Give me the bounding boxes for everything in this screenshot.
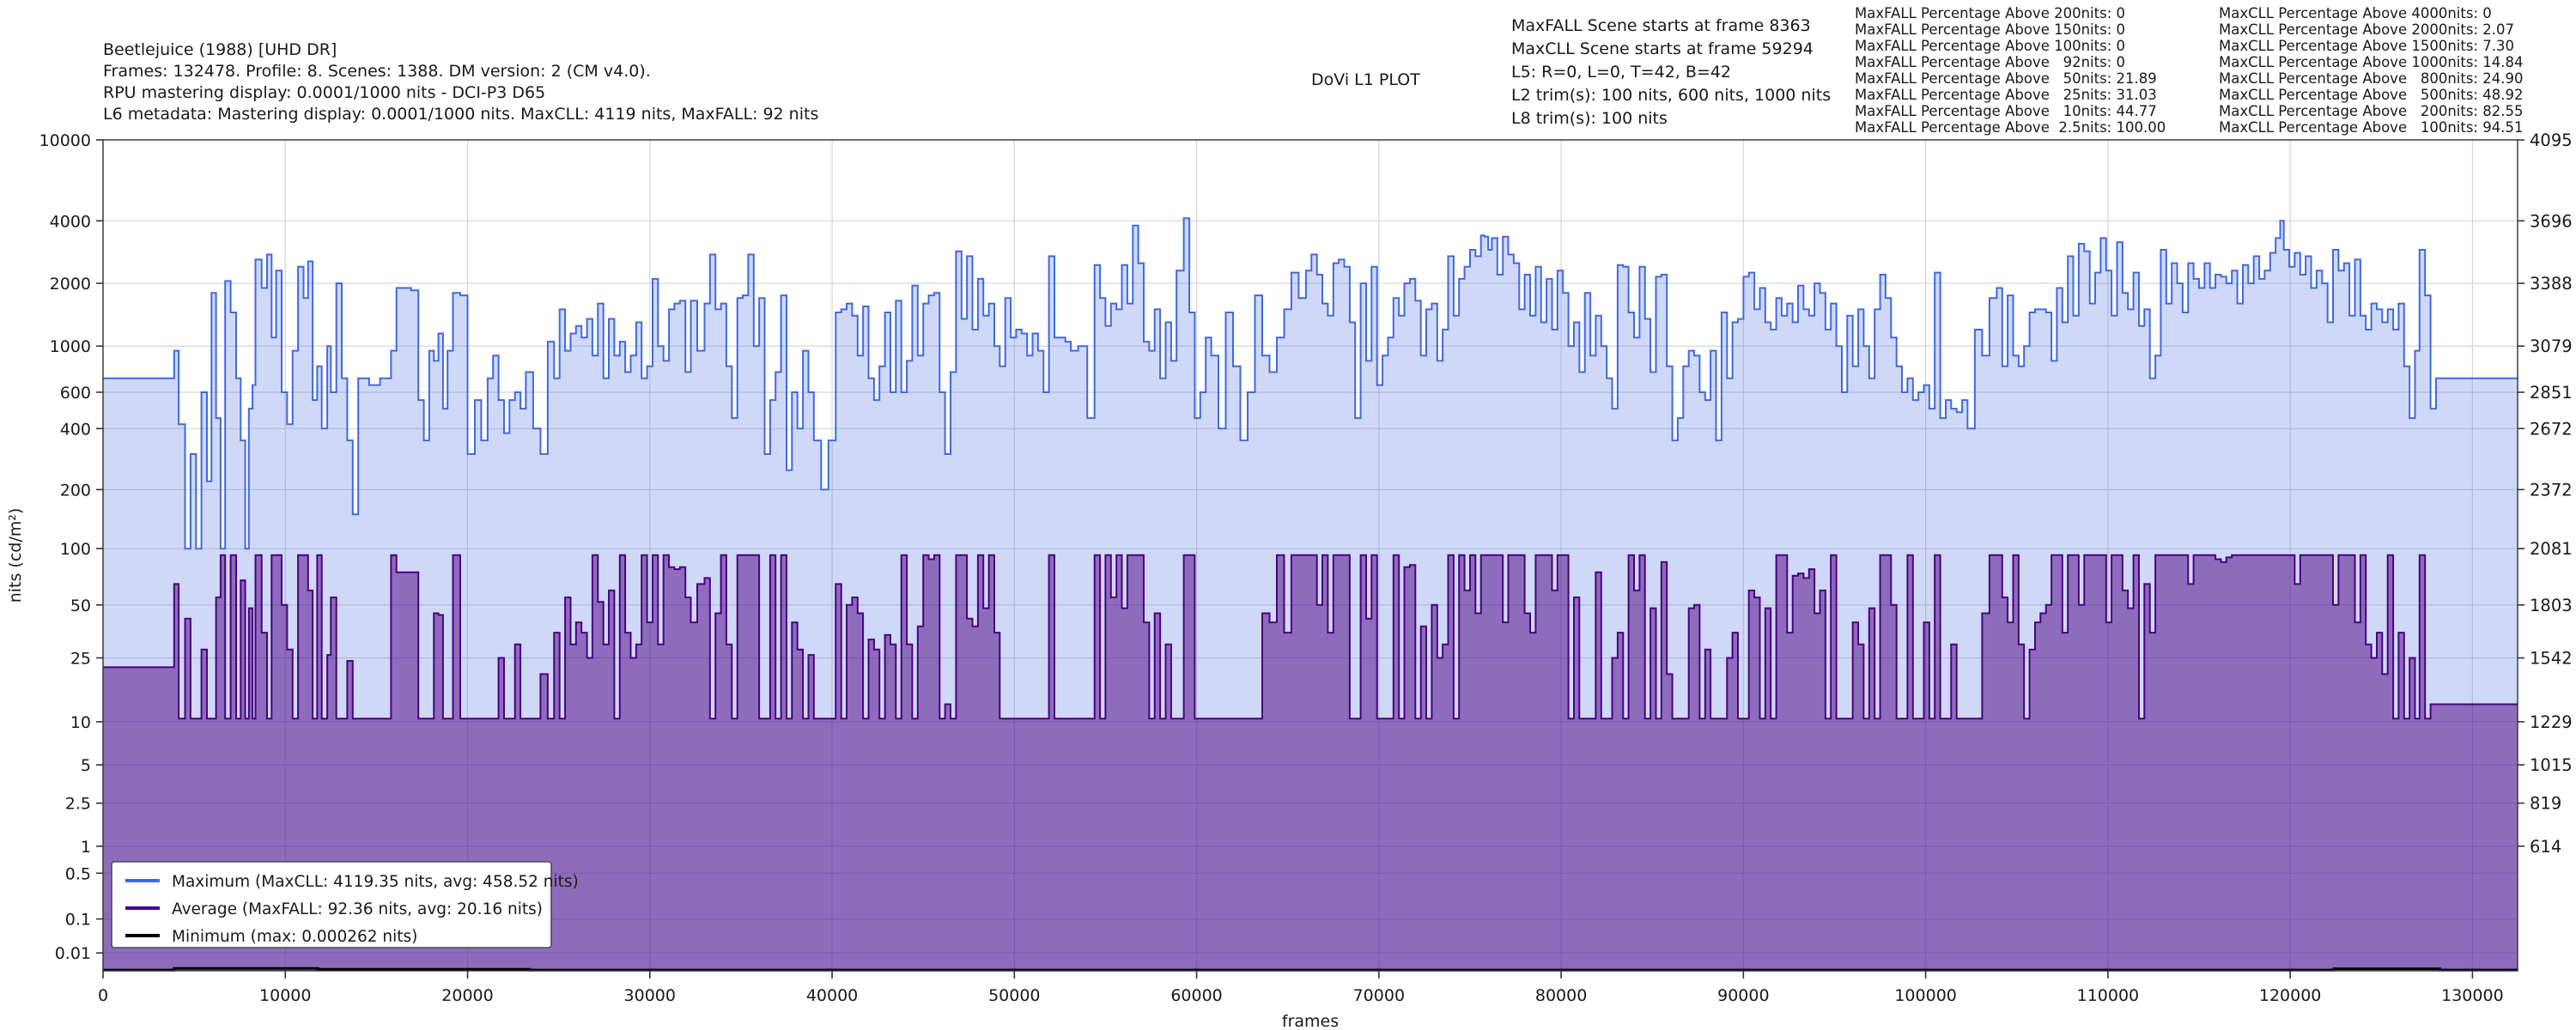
maxcll-stat-line: MaxCLL Percentage Above 200nits: 82.55 [2219, 103, 2523, 119]
y-left-tick-label: 600 [60, 384, 91, 403]
y-right-tick-label: 1542 [2530, 649, 2573, 669]
y-right-tick-label: 1229 [2530, 712, 2573, 732]
y-right-tick-label: 2672 [2530, 419, 2573, 439]
x-tick-label: 30000 [624, 986, 676, 1005]
x-tick-label: 110000 [2077, 986, 2140, 1005]
average-line [103, 554, 2518, 720]
maxfall-stats-block: MaxFALL Percentage Above 200nits: 0MaxFA… [1855, 5, 2166, 136]
x-tick-label: 100000 [1894, 986, 1957, 1005]
legend-label: Average (MaxFALL: 92.36 nits, avg: 20.16… [172, 900, 543, 918]
y-right-tick-label: 614 [2530, 837, 2561, 857]
x-tick-label: 40000 [806, 986, 858, 1005]
maxcll-stat-line: MaxCLL Percentage Above 1000nits: 14.84 [2219, 54, 2523, 70]
minimum-line [103, 966, 2518, 972]
y-right-tick-label: 3696 [2530, 211, 2573, 231]
y-left-tick-label: 25 [70, 650, 91, 669]
scene-info-line: MaxFALL Scene starts at frame 8363 [1511, 16, 1811, 35]
y-left-tick-label: 0.01 [55, 944, 91, 963]
y-right-tick-label: 3079 [2530, 336, 2573, 356]
x-tick-label: 60000 [1170, 986, 1222, 1005]
movie-title: Beetlejuice (1988) [UHD DR] [103, 40, 337, 59]
maxfall-stat-line: MaxFALL Percentage Above 25nits: 31.03 [1855, 87, 2157, 103]
y-right-tick-label: 1015 [2530, 755, 2573, 775]
x-tick-label: 10000 [259, 986, 311, 1005]
x-tick-label: 0 [98, 986, 108, 1005]
scene-info-line: L8 trim(s): 100 nits [1511, 109, 1668, 128]
plot-title: DoVi L1 PLOT [1311, 70, 1420, 89]
y-right-tick-label: 1803 [2530, 596, 2573, 615]
tick-marks [96, 139, 2524, 978]
legend-label: Minimum (max: 0.000262 nits) [172, 928, 417, 946]
y-left-tick-label: 0.5 [65, 864, 91, 883]
scene-info-block: MaxFALL Scene starts at frame 8363 MaxCLL… [1511, 16, 1831, 128]
x-axis-label: frames [1282, 1012, 1339, 1030]
maxcll-stat-line: MaxCLL Percentage Above 1500nits: 7.30 [2219, 38, 2514, 54]
x-tick-label: 50000 [988, 986, 1040, 1005]
x-tick-label: 70000 [1353, 986, 1405, 1005]
series-layer [103, 217, 2518, 972]
plot-border [102, 139, 2518, 972]
maxcll-stat-line: MaxCLL Percentage Above 2000nits: 2.07 [2219, 21, 2514, 38]
header-block: Beetlejuice (1988) [UHD DR] Frames: 1324… [103, 40, 1420, 124]
header-l6-line: L6 metadata: Mastering display: 0.0001/1… [103, 105, 818, 124]
y-right-tick-label: 3388 [2530, 274, 2573, 294]
y-left-tick-label: 10 [70, 713, 91, 732]
maxfall-stat-line: MaxFALL Percentage Above 2.5nits: 100.00 [1855, 119, 2166, 136]
y-left-tick-label: 400 [60, 420, 91, 439]
maximum-line [103, 217, 2518, 550]
y-left-tick-label: 50 [70, 597, 91, 615]
y-left-tick-label: 2000 [50, 275, 91, 294]
y-left-tick-label: 100 [60, 540, 91, 559]
x-tick-label: 130000 [2441, 986, 2504, 1005]
scene-info-line: MaxCLL Scene starts at frame 59294 [1511, 39, 1814, 58]
y-left-tick-label: 1 [81, 838, 91, 857]
y-left-tick-label: 2.5 [65, 795, 91, 814]
maxfall-stat-line: MaxFALL Percentage Above 10nits: 44.77 [1855, 103, 2157, 119]
scene-info-line: L5: R=0, L=0, T=42, B=42 [1511, 63, 1731, 82]
maxfall-stat-line: MaxFALL Percentage Above 100nits: 0 [1855, 38, 2125, 54]
y-right-tick-label: 819 [2530, 794, 2561, 814]
maxfall-stat-line: MaxFALL Percentage Above 50nits: 21.89 [1855, 70, 2157, 87]
maxfall-stat-line: MaxFALL Percentage Above 150nits: 0 [1855, 21, 2125, 38]
legend: Maximum (MaxCLL: 4119.35 nits, avg: 458.… [111, 861, 579, 948]
legend-box [111, 861, 552, 948]
x-tick-label: 80000 [1535, 986, 1587, 1005]
x-tick-label: 20000 [441, 986, 493, 1005]
y-left-tick-label: 0.1 [65, 911, 91, 930]
y-right-tick-label: 2851 [2530, 383, 2573, 403]
y-right-tick-label: 2081 [2530, 539, 2573, 559]
y-left-tick-label: 4000 [50, 212, 91, 231]
y-left-tick-label: 200 [60, 481, 91, 500]
x-tick-label: 120000 [2259, 986, 2322, 1005]
x-tick-label: 90000 [1717, 986, 1769, 1005]
axis-labels: frames nits (cd/m²) [6, 508, 1339, 1030]
maxcll-stat-line: MaxCLL Percentage Above 100nits: 94.51 [2219, 119, 2523, 136]
y-axis-label: nits (cd/m²) [6, 508, 25, 603]
maxcll-stats-block: MaxCLL Percentage Above 4000nits: 0MaxCL… [2219, 5, 2523, 136]
scene-info-line: L2 trim(s): 100 nits, 600 nits, 1000 nit… [1511, 86, 1831, 105]
maxfall-stat-line: MaxFALL Percentage Above 92nits: 0 [1855, 54, 2125, 70]
y-right-tick-label: 4095 [2530, 130, 2573, 150]
y-left-tick-label: 5 [81, 756, 91, 775]
y-left-tick-label: 1000 [50, 337, 91, 356]
maxfall-stat-line: MaxFALL Percentage Above 200nits: 0 [1855, 5, 2125, 21]
tick-labels: 0 10000 20000 30000 40000 50000 60000 70000 8000… [39, 130, 2573, 1005]
axes-frame [102, 139, 2518, 972]
average-area [103, 554, 2518, 971]
maxcll-stat-line: MaxCLL Percentage Above 800nits: 24.90 [2219, 70, 2523, 87]
y-left-tick-label: 10000 [39, 131, 91, 150]
maxcll-stat-line: MaxCLL Percentage Above 4000nits: 0 [2219, 5, 2492, 21]
maxcll-stat-line: MaxCLL Percentage Above 500nits: 48.92 [2219, 87, 2523, 103]
header-rpu-line: RPU mastering display: 0.0001/1000 nits … [103, 83, 545, 102]
y-right-tick-label: 2372 [2530, 480, 2573, 500]
header-frames-line: Frames: 132478. Profile: 8. Scenes: 1388… [103, 62, 651, 81]
legend-label: Maximum (MaxCLL: 4119.35 nits, avg: 458.… [172, 873, 579, 891]
